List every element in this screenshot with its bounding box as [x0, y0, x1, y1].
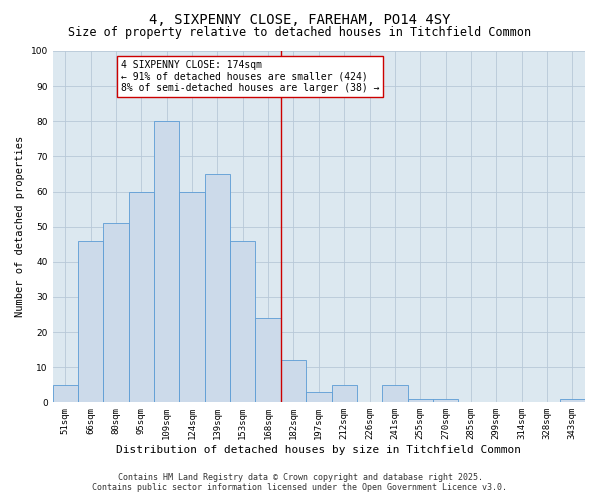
- X-axis label: Distribution of detached houses by size in Titchfield Common: Distribution of detached houses by size …: [116, 445, 521, 455]
- Bar: [154, 122, 179, 402]
- Bar: [332, 385, 357, 402]
- Bar: [179, 192, 205, 402]
- Bar: [560, 399, 585, 402]
- Text: Size of property relative to detached houses in Titchfield Common: Size of property relative to detached ho…: [68, 26, 532, 39]
- Text: 4, SIXPENNY CLOSE, FAREHAM, PO14 4SY: 4, SIXPENNY CLOSE, FAREHAM, PO14 4SY: [149, 12, 451, 26]
- Bar: [382, 385, 407, 402]
- Bar: [103, 223, 129, 402]
- Bar: [78, 240, 103, 402]
- Y-axis label: Number of detached properties: Number of detached properties: [15, 136, 25, 318]
- Bar: [129, 192, 154, 402]
- Bar: [407, 399, 433, 402]
- Bar: [230, 240, 256, 402]
- Bar: [281, 360, 306, 403]
- Bar: [433, 399, 458, 402]
- Text: 4 SIXPENNY CLOSE: 174sqm
← 91% of detached houses are smaller (424)
8% of semi-d: 4 SIXPENNY CLOSE: 174sqm ← 91% of detach…: [121, 60, 380, 93]
- Text: Contains HM Land Registry data © Crown copyright and database right 2025.
Contai: Contains HM Land Registry data © Crown c…: [92, 473, 508, 492]
- Bar: [256, 318, 281, 402]
- Bar: [53, 385, 78, 402]
- Bar: [306, 392, 332, 402]
- Bar: [205, 174, 230, 402]
